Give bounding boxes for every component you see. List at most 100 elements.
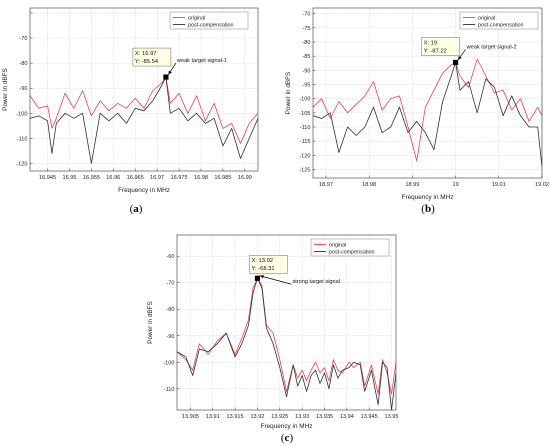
datatip-y-text: Y: -87.22 [424, 48, 447, 54]
x-tick-label: 16.95 [62, 175, 76, 181]
x-tick-label: 18.98 [362, 182, 376, 188]
x-tick-label: 13.945 [361, 414, 378, 420]
legend-label: post-compensation [188, 23, 234, 29]
x-tick-label: 16.985 [214, 175, 231, 181]
y-axis-label: Power in dBFS [285, 72, 292, 115]
annotation-arrow [259, 275, 292, 285]
legend-label: post-compensation [329, 250, 375, 256]
y-tick-label: -100 [163, 360, 174, 366]
y-tick-label: -110 [164, 387, 175, 393]
x-tick-label: 16.975 [171, 175, 188, 181]
x-tick-label: 13.925 [271, 414, 288, 420]
datatip-marker [163, 74, 169, 80]
plot-area [313, 8, 542, 178]
x-tick-label: 13.915 [227, 414, 244, 420]
y-axis-label: Power in dBFS [2, 68, 9, 111]
x-tick-label: 13.93 [295, 414, 309, 420]
chart-panel-a: 16.945 16.95 16.955 16.96 16.965 16.97 16.975 1… [2, 7, 259, 215]
y-tick-label: -75 [302, 26, 310, 32]
y-tick-label: -90 [19, 86, 27, 92]
y-tick-label: -80 [302, 40, 310, 46]
x-tick-label: 13.935 [316, 414, 333, 420]
chart-panel-c: 13.905 13.91 13.915 13.92 13.925 13.93 13.935 1… [147, 234, 399, 444]
x-axis-label: Frequency in MHz [402, 194, 454, 201]
annotation-text: weak target signal-2 [466, 44, 517, 50]
y-tick-label: -80 [19, 61, 27, 67]
x-axis-label: Frequency in MHz [118, 187, 170, 194]
datatip-box [421, 37, 460, 56]
panel-caption: (a) [130, 203, 143, 215]
x-tick-label: 19.01 [492, 182, 506, 188]
y-tick-label: -80 [166, 307, 174, 313]
y-tick-label: -100 [299, 97, 310, 103]
annotation-arrowhead [259, 275, 264, 279]
annotation-arrowhead [458, 56, 462, 60]
legend-label: original [478, 16, 495, 22]
x-tick-label: 13.905 [182, 414, 199, 420]
plot-frame [29, 7, 259, 172]
legend-label: original [329, 243, 346, 249]
y-tick-label: -90 [166, 334, 174, 340]
y-tick-label: -70 [19, 36, 27, 42]
y-tick-label: -120 [16, 161, 27, 167]
x-tick-label: 13.91 [206, 414, 220, 420]
y-tick-label: -85 [302, 54, 310, 60]
y-tick-label: -70 [166, 281, 174, 287]
x-tick-label: 16.96 [106, 175, 120, 181]
datatip-y-text: Y: -85.54 [135, 59, 159, 65]
datatip-x-text: X: 13.92 [251, 258, 273, 264]
datatip-box [249, 255, 288, 274]
plot-frame [312, 7, 543, 179]
x-tick-label: 16.97 [150, 175, 164, 181]
datatip-x-text: X: 19 [424, 40, 438, 46]
legend-label: post-compensation [478, 23, 524, 29]
y-tick-label: -90 [302, 68, 310, 74]
datatip-marker [254, 275, 261, 281]
y-tick-label: -110 [17, 136, 28, 142]
datatip-box [132, 47, 172, 67]
series-line-post-compensation [177, 277, 396, 410]
y-tick-label: -70 [302, 12, 310, 18]
x-tick-label: 16.955 [83, 175, 100, 181]
x-tick-label: 16.965 [127, 175, 144, 181]
plot-frame [176, 234, 397, 411]
annotation-arrowhead [168, 70, 172, 75]
legend-label: original [188, 16, 205, 22]
y-tick-label: -60 [166, 254, 174, 260]
plot-area [30, 8, 258, 171]
series-line-original [30, 76, 258, 144]
datatip-y-text: Y: -68.31 [251, 266, 274, 272]
chart-panel-b: 18.97 18.98 18.99 19 19.01 19.02 -125 -120 -115 -… [285, 7, 549, 215]
x-tick-label: 16.945 [39, 175, 56, 181]
x-tick-label: 18.97 [319, 182, 333, 188]
legend-box [169, 11, 249, 30]
panel-caption: (b) [421, 203, 435, 215]
x-tick-label: 16.99 [238, 175, 252, 181]
panel-caption: (c) [281, 432, 294, 444]
x-tick-label: 13.95 [385, 414, 399, 420]
datatip-x-text: X: 16.97 [135, 51, 157, 57]
y-tick-label: -100 [16, 111, 27, 117]
series-line-original [313, 58, 542, 162]
y-tick-label: -110 [300, 125, 311, 131]
x-tick-label: 13.92 [250, 414, 264, 420]
y-tick-label: -105 [299, 111, 310, 117]
y-axis-label: Power in dBFS [147, 301, 154, 344]
x-tick-label: 19.02 [535, 182, 549, 188]
series-line-post-compensation [313, 62, 542, 167]
x-axis-label: Frequency in MHz [261, 423, 313, 430]
series-line-post-compensation [30, 76, 258, 164]
y-tick-label: -125 [299, 168, 310, 174]
legend-box [310, 238, 390, 257]
y-tick-label: -120 [299, 153, 310, 159]
annotation-text: weak target signal-1 [176, 58, 227, 64]
legend-box [459, 11, 539, 30]
x-tick-label: 19 [452, 182, 458, 188]
x-tick-label: 13.94 [340, 414, 354, 420]
datatip-marker [452, 59, 459, 66]
annotation-text: strong target signal [292, 279, 340, 285]
